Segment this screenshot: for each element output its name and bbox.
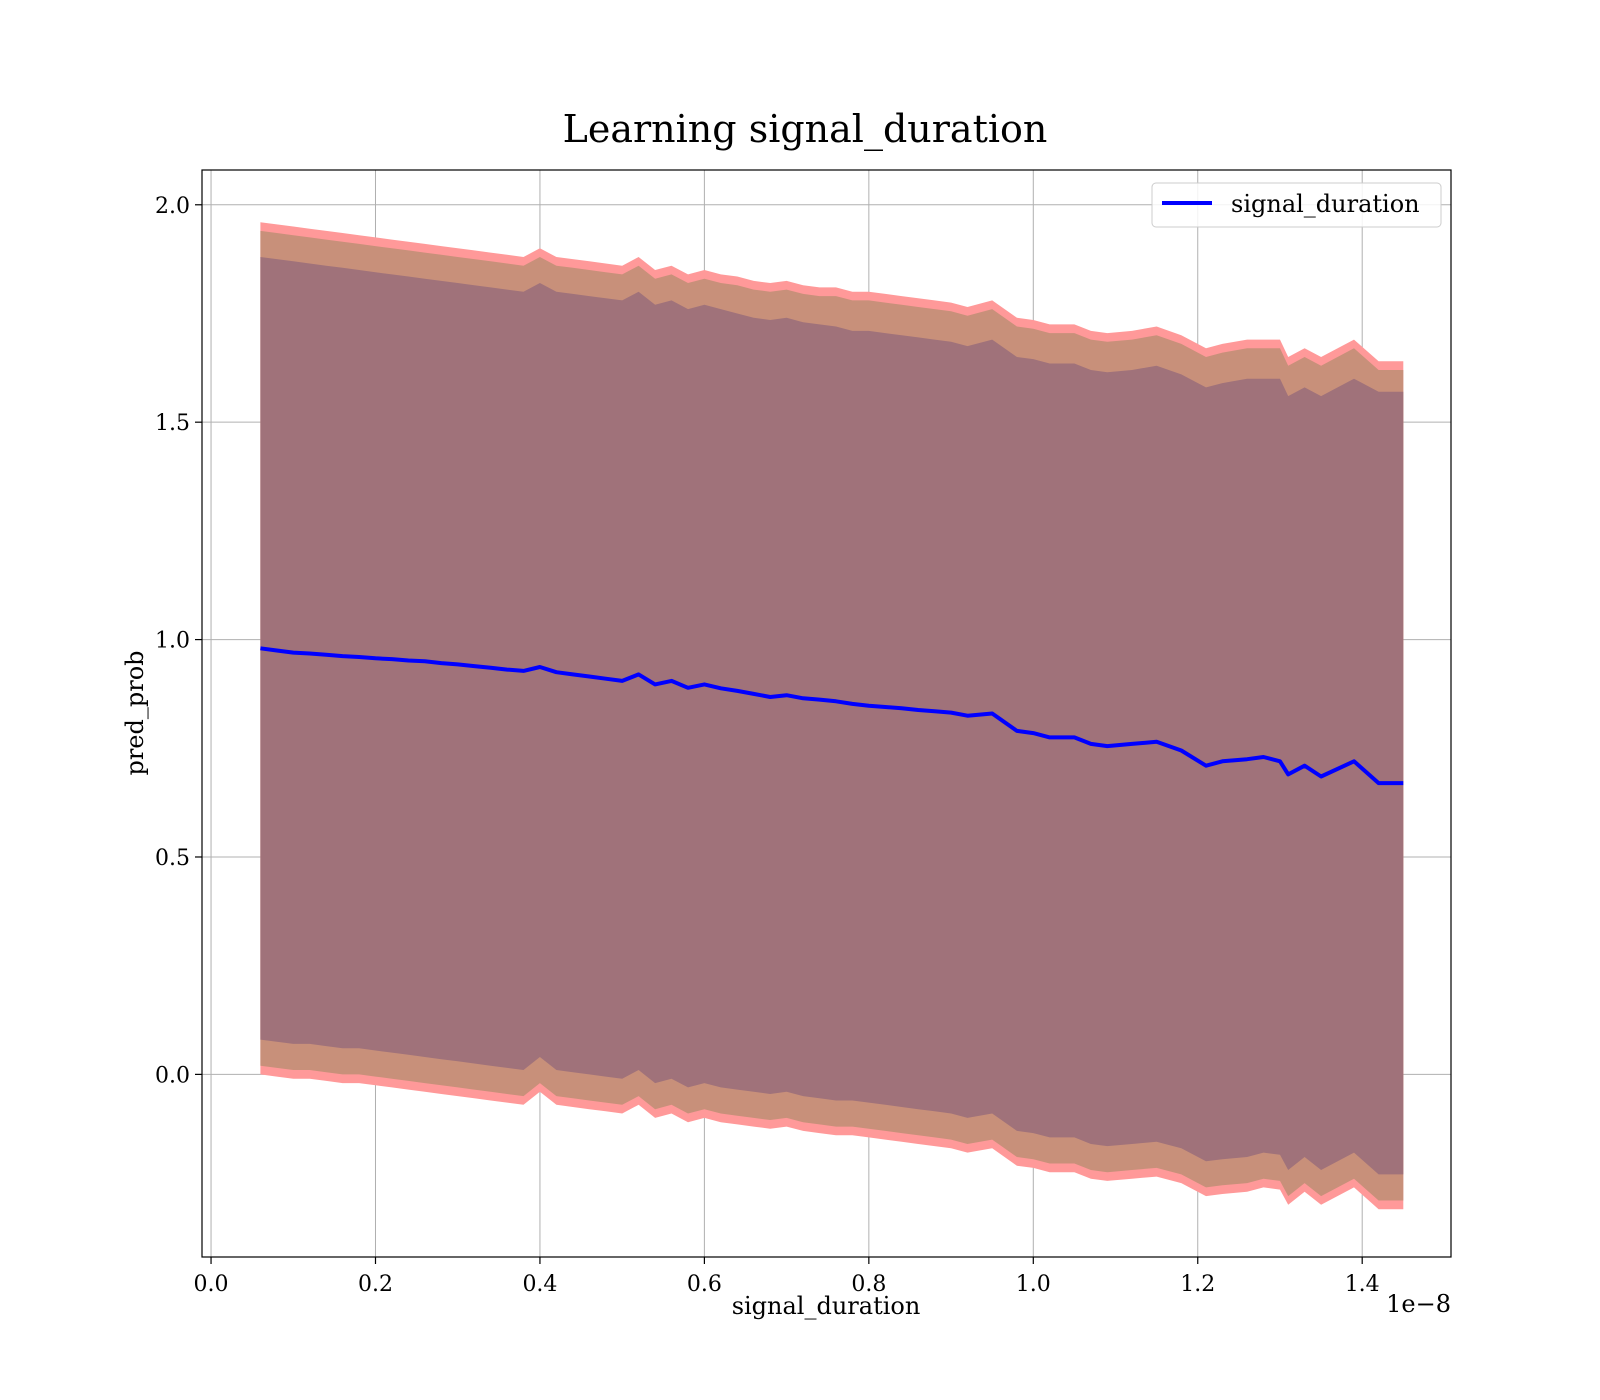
y-tick-label: 0.0 <box>155 1063 190 1088</box>
x-tick-label: 0.4 <box>522 1272 557 1297</box>
plot-frame <box>201 169 1452 1258</box>
y-tick-label: 1.0 <box>155 629 190 654</box>
x-tick-label: 1.2 <box>1180 1272 1215 1297</box>
x-tick-label: 0.0 <box>194 1272 229 1297</box>
x-offset-label: 1e−8 <box>1386 1290 1451 1318</box>
series-lines <box>260 646 1404 786</box>
series-line-signal-duration <box>260 646 1404 786</box>
x-tick-label: 0.2 <box>358 1272 393 1297</box>
x-tick-label: 1.0 <box>1016 1272 1051 1297</box>
chart-title: Learning signal_duration <box>563 107 1048 152</box>
y-tick-label: 0.5 <box>155 846 190 871</box>
x-tick-label: 0.8 <box>851 1272 886 1297</box>
y-axis-title: pred_prob <box>121 650 149 775</box>
bands <box>260 222 1404 1210</box>
x-tick-label: 0.6 <box>687 1272 722 1297</box>
y-tick-label: 2.0 <box>155 194 190 219</box>
legend-box <box>1151 182 1442 228</box>
legend: signal_duration <box>1151 182 1442 228</box>
y-ticks: 0.0 0.5 1.0 1.5 2.0 <box>155 194 202 1088</box>
x-tick-label: 1.4 <box>1345 1272 1380 1297</box>
legend-label: signal_duration <box>1231 190 1420 218</box>
x-ticks: 0.0 0.2 0.4 0.6 0.8 1.0 1.2 1.4 <box>194 1257 1380 1297</box>
y-tick-label: 1.5 <box>155 411 190 436</box>
band-inner <box>260 257 1404 1175</box>
x-axis-title: signal_duration <box>732 1292 921 1320</box>
